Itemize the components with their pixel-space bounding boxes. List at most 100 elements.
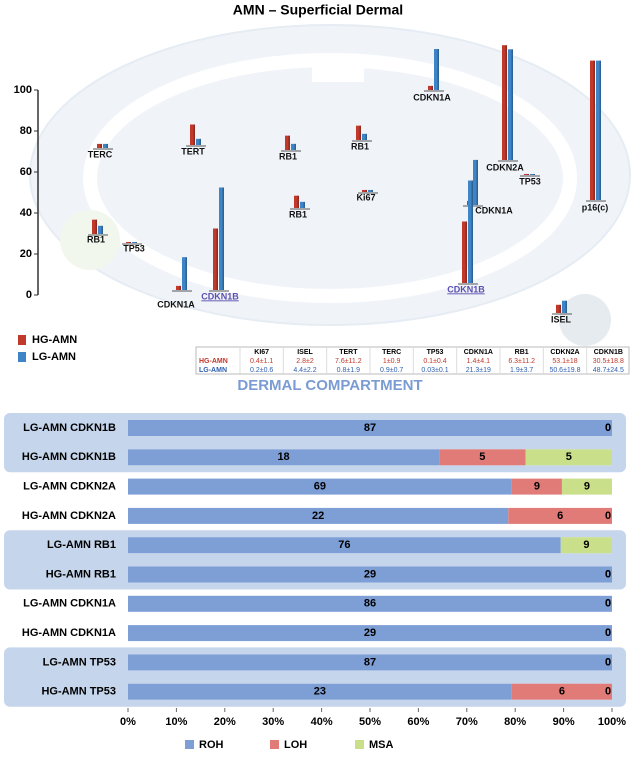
cell-cycle-background [29, 24, 631, 346]
bar-shade [476, 159, 478, 205]
table-cell: 0.9±0.7 [380, 367, 403, 374]
bar-shade [288, 135, 290, 150]
table-cell: 0.8±1.9 [337, 367, 360, 374]
y-tick-label: 80 [20, 125, 32, 137]
category-label: RB1 [351, 141, 369, 151]
bar-shade [465, 221, 467, 283]
x-tick-label: 40% [311, 716, 333, 728]
table-row-label: HG-AMN [199, 358, 228, 365]
bar-shade [533, 173, 535, 175]
bar-segment [128, 449, 440, 466]
value-label: 23 [314, 686, 326, 698]
bar-segment [511, 683, 612, 700]
table-header: CDKN1A [464, 349, 493, 356]
category-label: CDKN2A [486, 162, 524, 172]
value-label: 9 [583, 539, 589, 551]
x-tick-label: 50% [359, 716, 381, 728]
bar-segment [439, 449, 526, 466]
category-label: RB1 [289, 209, 307, 219]
bar-segment [128, 420, 612, 436]
bar [562, 300, 567, 313]
bar-shade [599, 60, 601, 200]
category-label: LG-AMN CDKN2A [23, 481, 116, 493]
bar [462, 221, 467, 283]
category-label: HG-AMN TP53 [41, 686, 116, 698]
table-header: TERT [339, 349, 358, 356]
bar [132, 241, 137, 243]
category-label: TERT [181, 146, 205, 156]
table-cell: 1±0.9 [383, 358, 401, 365]
table-cell: 0.03±0.1 [421, 367, 448, 374]
x-tick-label: 0% [120, 716, 136, 728]
bar [300, 201, 305, 208]
bar-segment [128, 683, 512, 700]
table-cell: 53.1±18 [552, 358, 577, 365]
bar [356, 125, 361, 140]
bar-segment [128, 537, 561, 554]
bar [596, 60, 601, 200]
x-tick-label: 90% [553, 716, 575, 728]
bar-shade [559, 304, 561, 313]
value-label: 5 [566, 451, 572, 463]
legend-swatch [18, 335, 26, 345]
bar [176, 285, 181, 290]
value-label: 0 [605, 598, 611, 610]
table-cell: 1.9±3.7 [510, 367, 533, 374]
category-label: CDKN1A [475, 205, 513, 215]
bar-shade [527, 173, 529, 175]
category-label: LG-AMN CDKN1A [23, 598, 116, 610]
bar-shade [193, 124, 195, 145]
bar [97, 143, 102, 148]
table-cell: 0.2±0.6 [250, 367, 273, 374]
category-label: HG-AMN CDKN1A [22, 627, 116, 639]
value-label: 0 [605, 627, 611, 639]
value-label: 9 [584, 481, 590, 493]
table-header: RB1 [515, 349, 529, 356]
value-label: 0 [605, 422, 611, 434]
bar [285, 135, 290, 150]
category-label: HG-AMN RB1 [46, 568, 116, 580]
legend-label: LOH [284, 739, 307, 751]
bar-shade [565, 300, 567, 313]
value-label: 5 [479, 451, 485, 463]
bar-segment [128, 654, 612, 671]
bar [196, 138, 201, 145]
y-tick-label: 20 [20, 248, 32, 260]
bar [524, 173, 529, 175]
category-label: CDKN1A [413, 92, 451, 102]
bar-shade [511, 49, 513, 160]
bar-shade [199, 138, 201, 145]
bar-segment [560, 537, 612, 554]
table-cell: 4.4±2.2 [293, 367, 316, 374]
value-label: 87 [364, 422, 376, 434]
chart-title: DERMAL COMPARTMENT [237, 377, 422, 394]
bar-shade [471, 180, 473, 283]
bar-shade [185, 257, 187, 290]
value-label: 29 [364, 627, 376, 639]
y-tick-label: 0 [26, 289, 32, 301]
bar-segment [128, 478, 512, 495]
category-label: TERC [88, 149, 113, 159]
bar [428, 85, 433, 90]
bar-shade [135, 241, 137, 243]
legend-label: LG-AMN [32, 351, 76, 363]
legend-label: ROH [199, 739, 224, 751]
value-label: 86 [364, 598, 376, 610]
category-label: p16(c) [582, 202, 609, 212]
value-label: 29 [364, 568, 376, 580]
table-header: TP53 [427, 349, 444, 356]
category-label: TP53 [123, 243, 145, 253]
table-header: TERC [382, 349, 401, 356]
table-header: ISEL [297, 349, 313, 356]
value-label: 0 [605, 568, 611, 580]
category-label: CDKN1B [447, 284, 485, 294]
bar-shade [222, 187, 224, 290]
bar-shade [371, 189, 373, 192]
bar [362, 189, 367, 192]
category-label: RB1 [279, 151, 297, 161]
table-header: KI67 [254, 349, 269, 356]
category-label: HG-AMN CDKN1B [22, 451, 116, 463]
x-tick-label: 10% [165, 716, 187, 728]
gene-bar-chart: 0 20 40 60 80 100 TERC TERT RB1 RB1 Ki67 RB1 RB1 TP53… [14, 45, 609, 324]
